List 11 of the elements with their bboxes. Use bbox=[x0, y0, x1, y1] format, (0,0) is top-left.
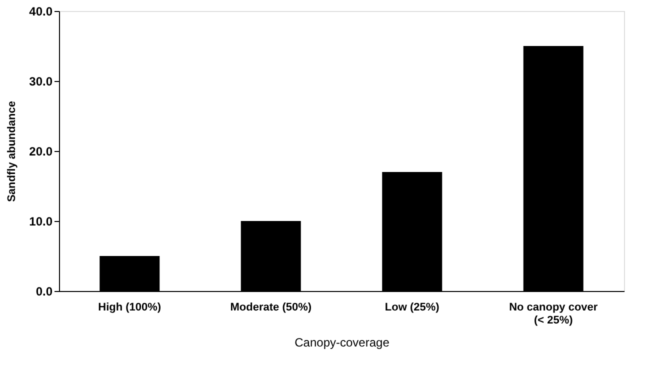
x-tick-label: No canopy cover (< 25%) bbox=[509, 302, 598, 326]
x-tick-label: Moderate (50%) bbox=[230, 302, 312, 314]
y-tick-label: 0.0 bbox=[36, 284, 53, 298]
y-tick-label: 20.0 bbox=[29, 144, 53, 158]
x-tick-label: Low (25%) bbox=[384, 302, 440, 314]
y-tick-label: 30.0 bbox=[29, 74, 53, 88]
x-axis-title: Canopy-coverage bbox=[294, 336, 390, 350]
y-tick-label: 10.0 bbox=[29, 214, 53, 228]
x-tick-label: High (100%) bbox=[98, 302, 162, 314]
y-axis-title: Sandfly abundance bbox=[6, 101, 18, 202]
y-tick-label: 40.0 bbox=[29, 4, 53, 18]
